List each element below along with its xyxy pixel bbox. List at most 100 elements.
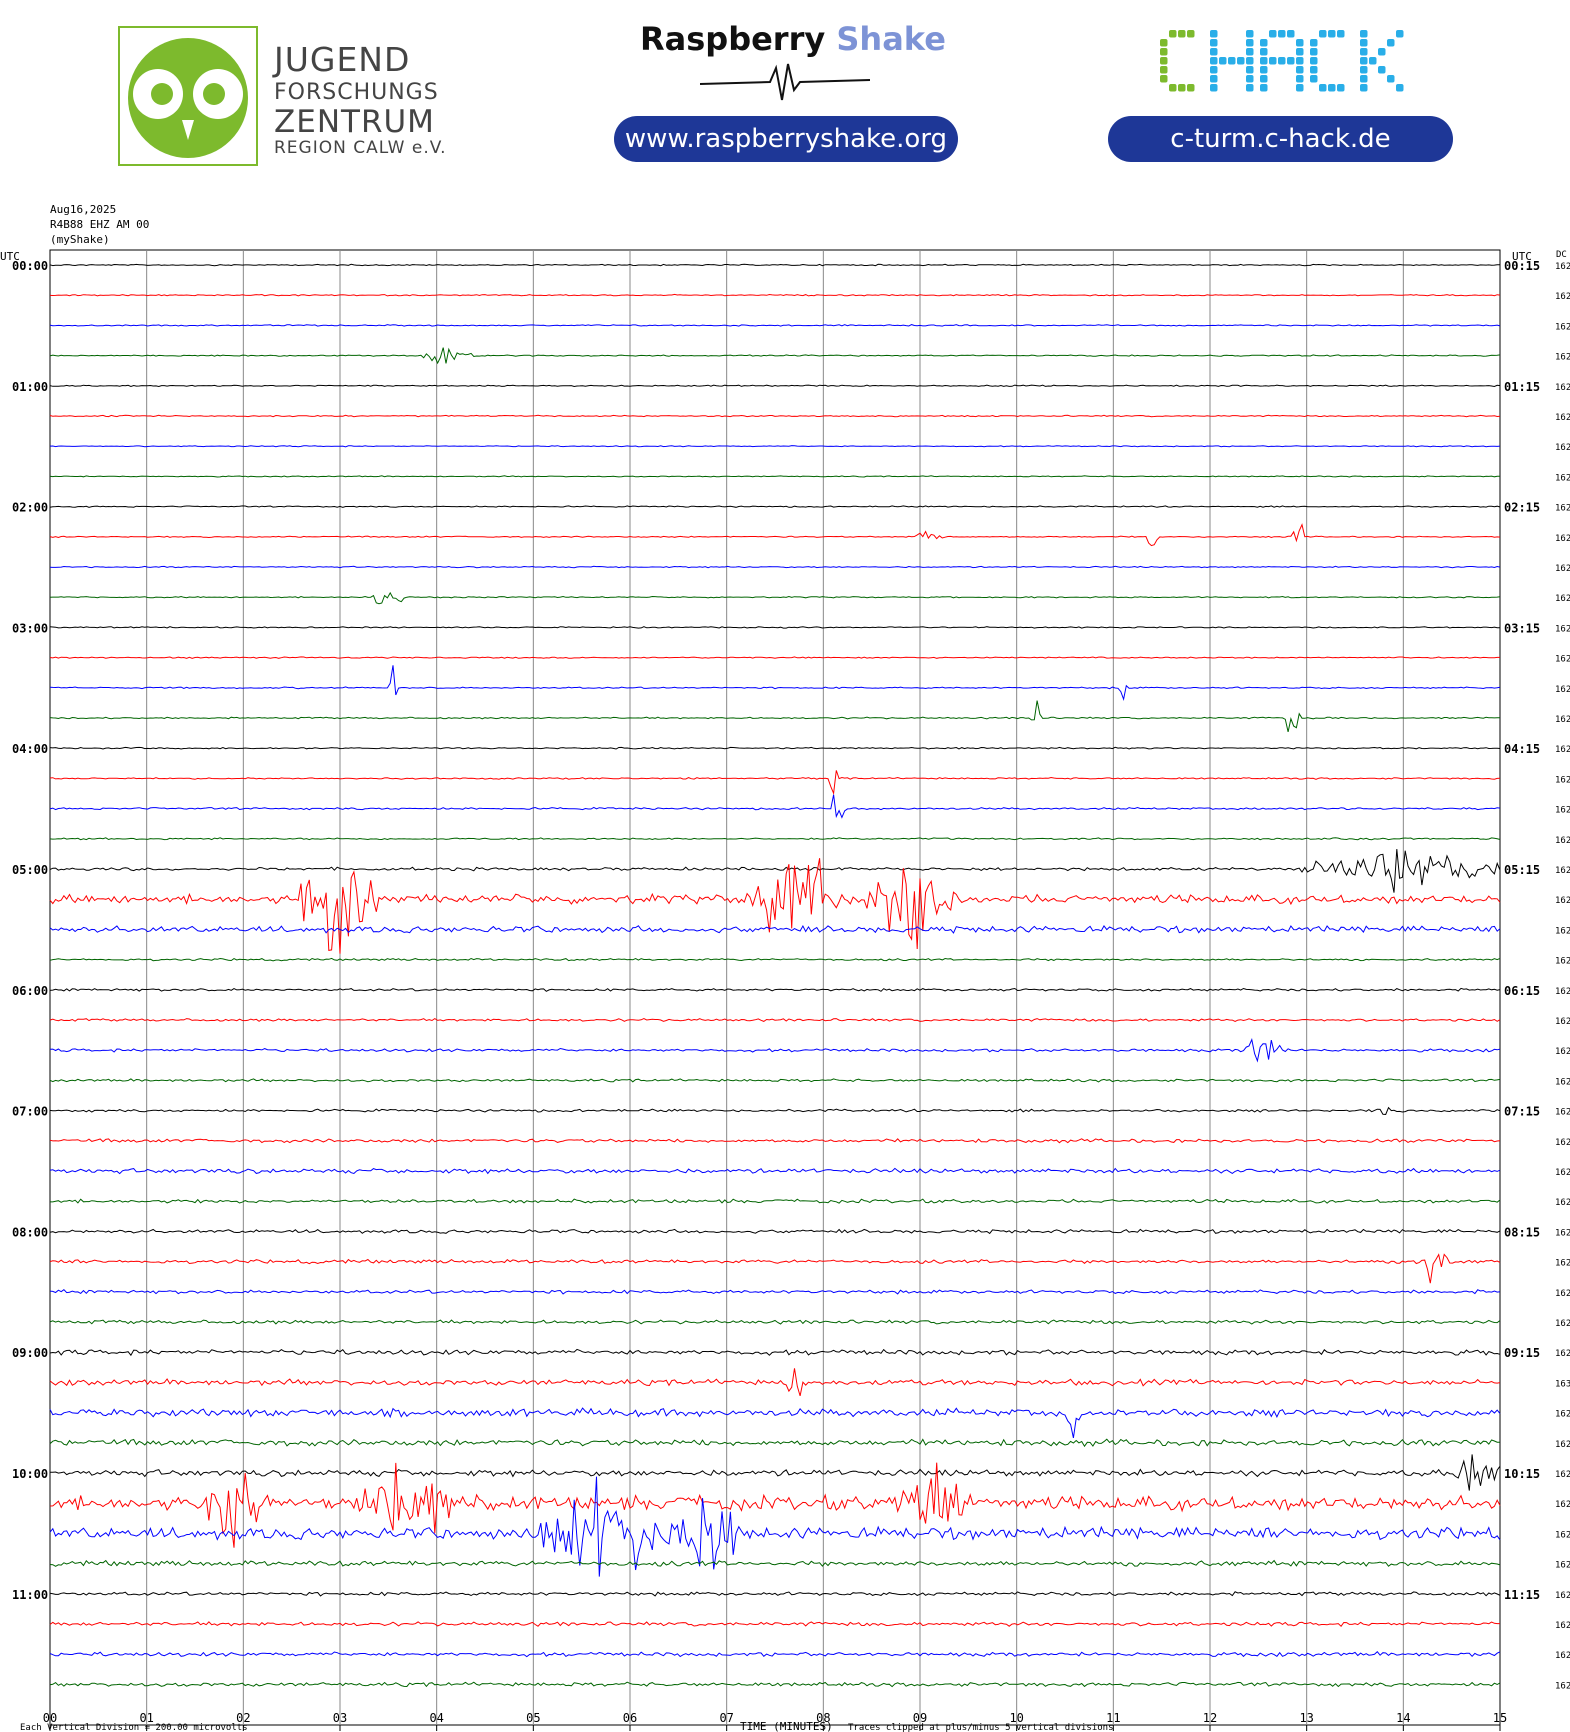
chack-pixel (1246, 75, 1254, 83)
x-tick-label: 02 (236, 1711, 250, 1725)
trace-row (49, 837, 1501, 841)
raspberry-shake-title: Raspberry Shake (640, 20, 946, 58)
data-source: (myShake) (50, 233, 110, 246)
trace-row (49, 414, 1501, 418)
x-tick-label: 01 (139, 1711, 153, 1725)
chack-pixel (1210, 66, 1218, 74)
dc-value: 16252 (1555, 1530, 1570, 1540)
trace-row (49, 1078, 1501, 1083)
right-time-label: 00:15 (1504, 259, 1540, 273)
footer-scale: Each Vertical Division = 200.00 microvol… (20, 1723, 248, 1732)
x-tick-label: 13 (1299, 1711, 1313, 1725)
chack-pixel (1360, 66, 1368, 74)
chack-pixel (1246, 84, 1254, 92)
dc-value: 16240 (1555, 1651, 1570, 1661)
seismogram-wave-icon (700, 63, 870, 101)
chack-pixel (1319, 84, 1327, 92)
right-time-label: 02:15 (1504, 501, 1540, 515)
chack-pixel (1210, 57, 1218, 65)
chack-pixel (1360, 39, 1368, 47)
chack-pixel (1260, 39, 1268, 47)
x-tick-label: 03 (333, 1711, 347, 1725)
dc-value: 16258 (1555, 564, 1570, 574)
trace-row (49, 1407, 1501, 1439)
trace-row (50, 1198, 1501, 1204)
trace-row (49, 347, 1501, 365)
right-time-label: 08:15 (1504, 1225, 1540, 1239)
chack-pixel (1287, 57, 1295, 65)
chack-pixel (1187, 84, 1195, 92)
plot-frame (49, 249, 1501, 1726)
dc-value: 16279 (1555, 1138, 1570, 1148)
dc-value: 16284 (1555, 1561, 1570, 1571)
dc-value: 16258 (1555, 1017, 1570, 1027)
chack-link[interactable]: c-turm.c-hack.de (1108, 116, 1453, 162)
chack-pixel (1387, 75, 1395, 83)
dc-value: 16254 (1555, 1289, 1570, 1299)
trace-row (49, 924, 1501, 934)
dc-value: 16257 (1555, 1500, 1570, 1510)
chack-pixel (1160, 48, 1168, 56)
trace-row (49, 957, 1501, 962)
dc-value: 16257 (1555, 504, 1570, 514)
dc-value: 16288 (1555, 1319, 1570, 1329)
dc-value: 16254 (1555, 413, 1570, 423)
dc-value: 16254 (1555, 1410, 1570, 1420)
jfz-owl-icon (118, 26, 258, 166)
plot-date: Aug16,2025 (50, 203, 117, 216)
jfz-line-3: ZENTRUM (274, 104, 435, 140)
dc-value: 16251 (1555, 1681, 1570, 1691)
chack-pixel (1246, 48, 1254, 56)
x-tick-label: 15 (1493, 1711, 1507, 1725)
chack-pixel (1228, 57, 1236, 65)
x-tick-label: 14 (1396, 1711, 1410, 1725)
chack-pixel (1260, 84, 1268, 92)
dc-value: 16258 (1555, 745, 1570, 755)
footer-clip: Traces clipped at plus/minus 5 vertical … (848, 1723, 1114, 1732)
chack-pixel (1210, 75, 1218, 83)
trace-row (49, 700, 1501, 733)
x-tick-label: 08 (816, 1711, 830, 1725)
chack-pixel (1160, 66, 1168, 74)
dc-value: 16254 (1555, 322, 1570, 332)
chack-pixel (1246, 66, 1254, 74)
chack-pixel (1210, 30, 1218, 38)
x-tick-label: 09 (913, 1711, 927, 1725)
trace-row (49, 505, 1501, 508)
dc-value: 16317 (1555, 1379, 1570, 1389)
chack-pixel (1396, 84, 1404, 92)
dc-value: 16254 (1555, 383, 1570, 393)
x-tick-label: 06 (623, 1711, 637, 1725)
trace-row (49, 1253, 1501, 1284)
trace-row (49, 794, 1501, 819)
chack-pixel (1169, 84, 1177, 92)
trace-row (49, 665, 1501, 702)
chack-pixel (1160, 57, 1168, 65)
dc-value: 16259 (1555, 624, 1570, 634)
trace-row (49, 1591, 1501, 1597)
trace-row (49, 1621, 1500, 1627)
chack-pixel (1269, 57, 1277, 65)
x-tick-label: 12 (1203, 1711, 1217, 1725)
chack-pixel (1296, 57, 1304, 65)
chack-pixel (1278, 57, 1286, 65)
raspberryshake-link[interactable]: www.raspberryshake.org (614, 116, 958, 162)
trace-row (49, 1650, 1501, 1658)
left-time-label: 01:00 (12, 380, 48, 394)
trace-row (49, 656, 1500, 659)
dc-title: DC (1556, 250, 1567, 260)
dc-value: 16256 (1555, 473, 1570, 483)
chack-pixel (1296, 75, 1304, 83)
left-time-label: 08:00 (12, 1225, 48, 1239)
left-time-label: 02:00 (12, 501, 48, 515)
chack-pixel (1360, 57, 1368, 65)
trace-row (49, 1018, 1501, 1023)
right-time-label: 10:15 (1504, 1467, 1540, 1481)
chack-pixel (1269, 30, 1277, 38)
dc-value: 16258 (1555, 1108, 1570, 1118)
chack-pixel (1246, 39, 1254, 47)
chack-pixel (1260, 57, 1268, 65)
helicorder-chart: 00 01 02 03 04 05 06 07 08 09 10 11 12 13 14 15 UTC UTC DC… (0, 249, 1570, 1732)
trace-row (49, 770, 1501, 796)
jfz-line-2: FORSCHUNGS (274, 80, 439, 105)
